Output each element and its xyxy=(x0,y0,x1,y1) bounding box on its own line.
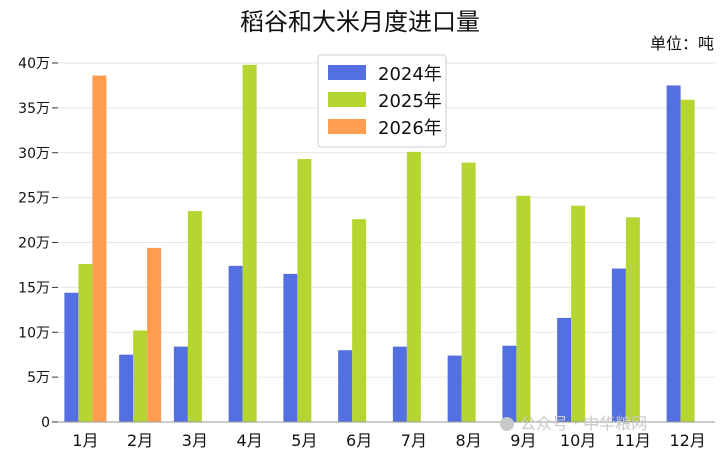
bar xyxy=(119,354,134,422)
x-tick-label: 12月 xyxy=(669,431,705,450)
x-tick-label: 7月 xyxy=(401,431,427,450)
bar xyxy=(352,219,367,422)
bar xyxy=(666,85,681,422)
bar xyxy=(64,292,79,422)
bar xyxy=(447,355,462,422)
bar xyxy=(147,247,162,422)
watermark: 公众号 · 中华粮网 xyxy=(500,410,647,434)
watermark-text: 公众号 · 中华粮网 xyxy=(520,414,648,433)
bar xyxy=(406,151,421,423)
legend-swatch xyxy=(328,92,366,107)
bar xyxy=(461,162,476,422)
bar xyxy=(625,217,640,422)
bar xyxy=(557,317,572,422)
y-tick-label: 10万 xyxy=(18,325,50,341)
x-tick-label: 9月 xyxy=(510,431,536,450)
legend-label: 2024年 xyxy=(378,64,442,85)
x-tick-label: 10月 xyxy=(560,431,596,450)
x-tick-label: 4月 xyxy=(237,431,263,450)
bar xyxy=(611,268,626,422)
bar xyxy=(187,211,202,422)
legend-swatch xyxy=(328,119,366,134)
y-tick-label: 20万 xyxy=(18,236,50,252)
bar xyxy=(228,265,243,422)
bar xyxy=(173,346,188,422)
x-tick-label: 2月 xyxy=(127,431,153,450)
bar xyxy=(92,75,107,422)
y-tick-label: 5万 xyxy=(27,370,50,386)
x-tick-label: 3月 xyxy=(182,431,208,450)
chart-title: 稻谷和大米月度进口量 xyxy=(240,8,480,36)
bar xyxy=(392,346,407,422)
bar xyxy=(297,159,312,422)
legend-label: 2026年 xyxy=(378,118,442,139)
legend-label: 2025年 xyxy=(378,91,442,112)
y-tick-label: 35万 xyxy=(18,101,50,117)
bar xyxy=(338,350,353,422)
x-tick-label: 6月 xyxy=(346,431,372,450)
x-tick-label: 5月 xyxy=(291,431,317,450)
bar xyxy=(133,330,148,422)
bar xyxy=(680,99,695,423)
y-tick-label: 30万 xyxy=(18,146,50,162)
x-tick-label: 1月 xyxy=(72,431,98,450)
wechat-icon xyxy=(500,417,514,431)
y-tick-label: 40万 xyxy=(18,56,50,72)
x-tick-label: 11月 xyxy=(615,431,651,450)
bar xyxy=(571,205,586,422)
bar xyxy=(78,264,93,422)
bar xyxy=(516,195,531,422)
bar xyxy=(283,273,298,422)
x-tick-label: 8月 xyxy=(456,431,482,450)
y-tick-label: 0 xyxy=(41,415,50,431)
bar xyxy=(502,345,517,422)
legend-swatch xyxy=(328,65,366,80)
y-tick-label: 15万 xyxy=(18,280,50,296)
bar xyxy=(242,64,257,423)
unit-label: 单位：吨 xyxy=(649,34,714,53)
y-tick-label: 25万 xyxy=(18,191,50,207)
